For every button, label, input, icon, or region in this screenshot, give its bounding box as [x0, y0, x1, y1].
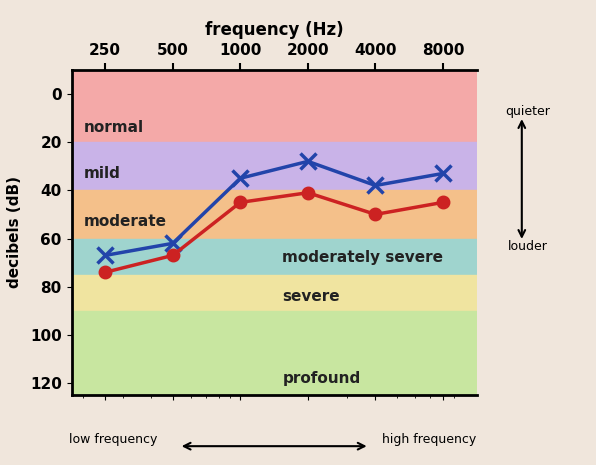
Y-axis label: decibels (dB): decibels (dB) — [7, 177, 21, 288]
Text: moderate: moderate — [83, 214, 167, 229]
Text: low frequency: low frequency — [69, 433, 157, 446]
Text: louder: louder — [508, 240, 547, 253]
Text: high frequency: high frequency — [382, 433, 476, 446]
X-axis label: frequency (Hz): frequency (Hz) — [205, 20, 343, 39]
Bar — [72, 190, 477, 239]
Text: normal: normal — [83, 120, 144, 135]
Text: profound: profound — [283, 371, 361, 386]
Bar — [72, 142, 477, 190]
Text: severe: severe — [283, 289, 340, 304]
Text: quieter: quieter — [505, 105, 550, 118]
Text: moderately severe: moderately severe — [283, 250, 443, 266]
Bar — [72, 70, 477, 142]
Text: mild: mild — [83, 166, 120, 181]
Bar — [72, 239, 477, 275]
Bar — [72, 275, 477, 311]
Bar — [72, 311, 477, 395]
